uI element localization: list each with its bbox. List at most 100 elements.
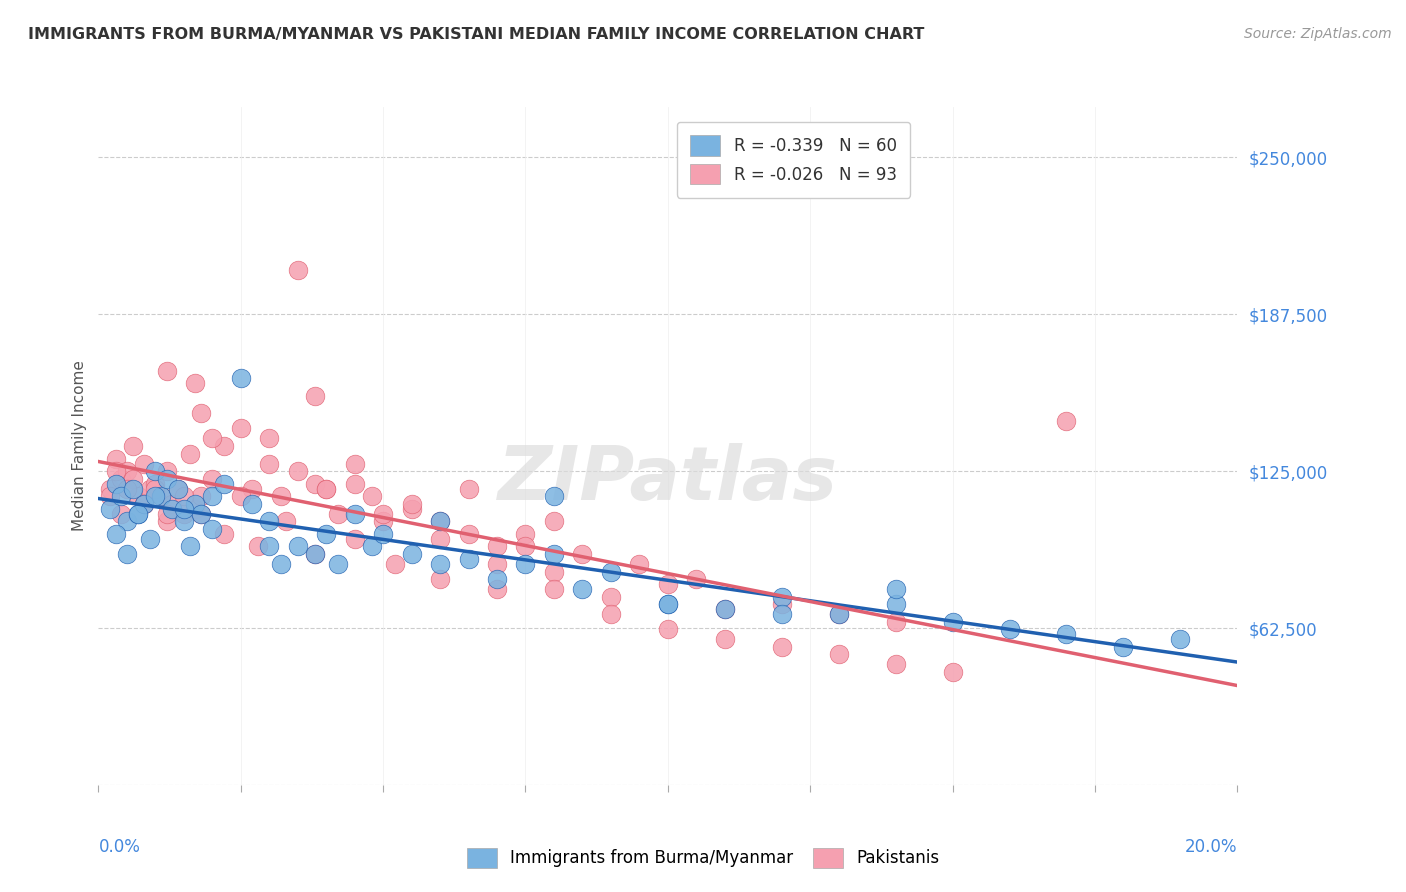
- Point: [543, 565, 565, 579]
- Point: [145, 476, 167, 491]
- Point: [543, 489, 565, 503]
- Point: [162, 501, 184, 516]
- Point: [115, 482, 138, 496]
- Point: [304, 547, 326, 561]
- Point: [184, 501, 207, 516]
- Point: [657, 577, 679, 591]
- Point: [1170, 632, 1192, 647]
- Point: [270, 489, 292, 503]
- Point: [515, 557, 537, 571]
- Point: [884, 615, 907, 629]
- Point: [162, 497, 184, 511]
- Point: [132, 497, 155, 511]
- Point: [714, 602, 737, 616]
- Point: [457, 552, 479, 566]
- Point: [276, 514, 298, 528]
- Point: [115, 547, 138, 561]
- Point: [942, 615, 965, 629]
- Point: [373, 514, 395, 528]
- Point: [571, 582, 593, 596]
- Point: [373, 527, 395, 541]
- Point: [138, 482, 160, 496]
- Point: [770, 607, 793, 622]
- Text: Source: ZipAtlas.com: Source: ZipAtlas.com: [1244, 27, 1392, 41]
- Point: [98, 501, 121, 516]
- Legend: Immigrants from Burma/Myanmar, Pakistanis: Immigrants from Burma/Myanmar, Pakistani…: [460, 841, 946, 875]
- Point: [127, 489, 149, 503]
- Point: [173, 489, 195, 503]
- Point: [828, 648, 851, 662]
- Point: [115, 514, 138, 528]
- Point: [304, 547, 326, 561]
- Point: [571, 547, 593, 561]
- Point: [1056, 627, 1078, 641]
- Point: [259, 432, 281, 446]
- Point: [156, 472, 179, 486]
- Point: [259, 540, 281, 554]
- Point: [98, 482, 121, 496]
- Point: [828, 607, 851, 622]
- Point: [287, 464, 309, 478]
- Point: [104, 527, 127, 541]
- Point: [240, 482, 263, 496]
- Point: [201, 432, 224, 446]
- Point: [770, 640, 793, 654]
- Point: [1112, 640, 1135, 654]
- Point: [657, 622, 679, 636]
- Point: [628, 557, 651, 571]
- Point: [121, 439, 143, 453]
- Point: [315, 527, 337, 541]
- Point: [515, 527, 537, 541]
- Point: [145, 482, 167, 496]
- Point: [657, 597, 679, 611]
- Point: [360, 540, 382, 554]
- Point: [121, 472, 143, 486]
- Point: [343, 476, 366, 491]
- Point: [132, 497, 155, 511]
- Point: [287, 540, 309, 554]
- Point: [326, 507, 349, 521]
- Point: [486, 582, 509, 596]
- Point: [104, 476, 127, 491]
- Point: [429, 557, 451, 571]
- Point: [173, 514, 195, 528]
- Point: [156, 507, 179, 521]
- Point: [190, 406, 212, 420]
- Point: [98, 489, 121, 503]
- Point: [429, 572, 451, 586]
- Point: [104, 464, 127, 478]
- Point: [201, 489, 224, 503]
- Text: IMMIGRANTS FROM BURMA/MYANMAR VS PAKISTANI MEDIAN FAMILY INCOME CORRELATION CHAR: IMMIGRANTS FROM BURMA/MYANMAR VS PAKISTA…: [28, 27, 925, 42]
- Point: [304, 476, 326, 491]
- Point: [150, 489, 173, 503]
- Point: [127, 507, 149, 521]
- Point: [884, 657, 907, 672]
- Point: [828, 607, 851, 622]
- Point: [315, 482, 337, 496]
- Point: [373, 507, 395, 521]
- Point: [714, 602, 737, 616]
- Point: [184, 376, 207, 391]
- Point: [326, 557, 349, 571]
- Point: [486, 572, 509, 586]
- Point: [229, 421, 252, 435]
- Y-axis label: Median Family Income: Median Family Income: [72, 360, 87, 532]
- Point: [543, 582, 565, 596]
- Point: [184, 497, 207, 511]
- Point: [515, 540, 537, 554]
- Text: ZIPatlas: ZIPatlas: [498, 443, 838, 516]
- Point: [110, 489, 132, 503]
- Point: [343, 457, 366, 471]
- Point: [132, 497, 155, 511]
- Point: [600, 590, 623, 604]
- Point: [167, 482, 190, 496]
- Point: [457, 527, 479, 541]
- Point: [229, 489, 252, 503]
- Point: [201, 472, 224, 486]
- Point: [360, 489, 382, 503]
- Point: [1056, 414, 1078, 428]
- Point: [115, 464, 138, 478]
- Point: [770, 597, 793, 611]
- Point: [714, 632, 737, 647]
- Point: [201, 522, 224, 536]
